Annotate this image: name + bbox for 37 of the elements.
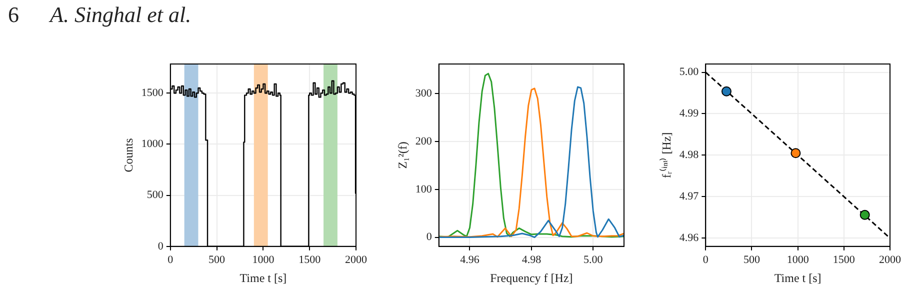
y-axis-title: fᵣ⁽ⁱⁿᵗ⁾ [Hz] bbox=[659, 132, 674, 178]
point bbox=[721, 86, 732, 96]
x-tick-label: 4.98 bbox=[522, 254, 542, 266]
x-tick-label: 2000 bbox=[345, 254, 368, 266]
point bbox=[790, 148, 801, 158]
y-tick-label: 4.99 bbox=[679, 108, 700, 120]
y-tick-label: 1000 bbox=[141, 138, 164, 150]
x-tick-label: 1000 bbox=[252, 254, 275, 266]
x-tick-label: 1500 bbox=[298, 254, 322, 266]
y-tick-label: 300 bbox=[415, 88, 432, 100]
x-axis-title: Frequency f [Hz] bbox=[490, 270, 573, 285]
y-tick-label: 4.97 bbox=[679, 190, 700, 203]
y-tick-label: 5.00 bbox=[679, 66, 700, 78]
x-tick-label: 500 bbox=[743, 254, 760, 266]
y-tick-label: 4.98 bbox=[679, 149, 700, 162]
text: A. Singhal et al. bbox=[50, 2, 192, 28]
text: 6 bbox=[8, 2, 19, 28]
y-tick-label: 100 bbox=[415, 183, 432, 196]
x-tick-label: 1500 bbox=[832, 254, 856, 266]
y-tick-label: 0 bbox=[426, 231, 432, 244]
x-tick-label: 4.96 bbox=[460, 254, 480, 266]
x-tick-label: 2000 bbox=[879, 254, 902, 266]
x-tick-label: 0 bbox=[168, 254, 174, 266]
y-tick-label: 200 bbox=[415, 135, 432, 148]
x-tick-label: 1000 bbox=[786, 254, 810, 266]
x-tick-label: 500 bbox=[208, 254, 226, 266]
y-tick-label: 1500 bbox=[141, 87, 164, 100]
y-tick-label: 500 bbox=[146, 189, 164, 202]
y-tick-label: 4.96 bbox=[679, 232, 700, 244]
x-axis-title: Time t [s] bbox=[240, 270, 287, 285]
x-axis-title: Time t [s] bbox=[774, 270, 822, 285]
y-tick-label: 0 bbox=[158, 240, 164, 252]
point bbox=[860, 210, 870, 220]
x-tick-label: 0 bbox=[702, 254, 709, 266]
y-axis-title: Z₁²(f) bbox=[395, 142, 410, 169]
x-tick-label: 5.00 bbox=[584, 254, 604, 266]
y-axis-title: Counts bbox=[121, 138, 136, 172]
